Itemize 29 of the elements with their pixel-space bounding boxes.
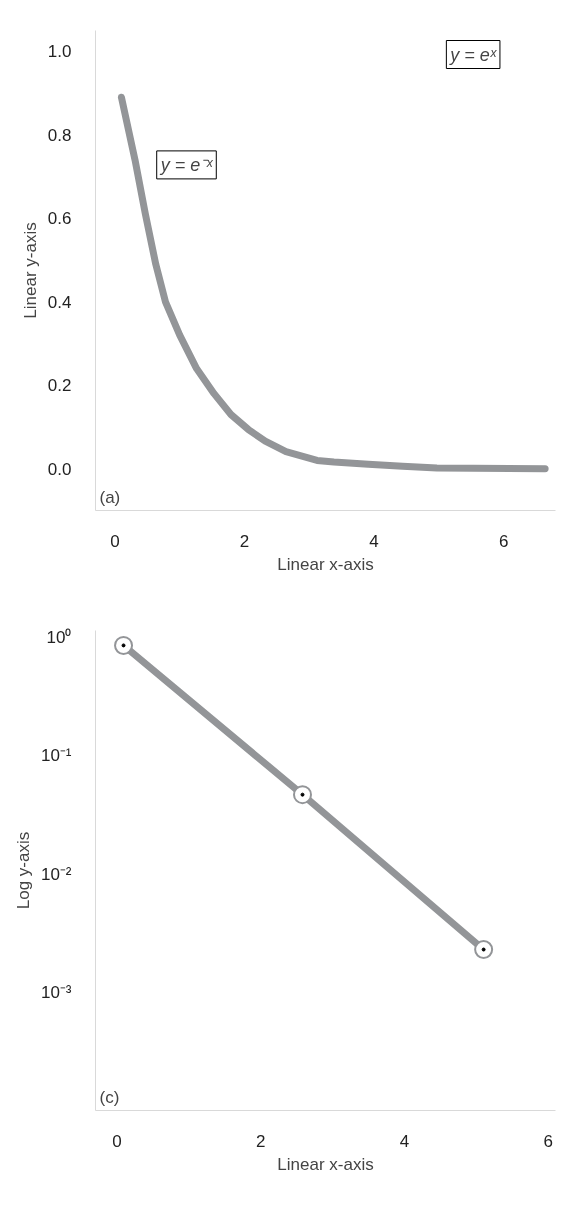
x-tick-label: 0 [112, 1131, 122, 1151]
x-tick-label: 2 [256, 1131, 266, 1151]
y-axis-title: Log y-axis [13, 831, 33, 910]
annotation: (c) [99, 1087, 120, 1107]
y-tick-label: 10⁻² [40, 864, 72, 884]
x-tick-label: 4 [369, 531, 379, 551]
annotation: y = e⁻ˣ [158, 154, 214, 175]
x-tick-label: 4 [399, 1131, 410, 1151]
y-tick-label: 10⁻¹ [40, 746, 72, 766]
x-tick-label: 2 [239, 531, 250, 551]
y-tick-label: 1.0 [47, 42, 72, 62]
x-axis-title: Linear x-axis [277, 1154, 374, 1174]
annotation: (a) [99, 487, 121, 507]
y-tick-label: 10⁰ [46, 628, 72, 648]
point [474, 940, 494, 960]
x-tick-label: 0 [110, 531, 120, 551]
x-axis-title: Linear x-axis [277, 554, 374, 574]
x-tick-label: 6 [543, 1131, 554, 1151]
point [114, 635, 134, 655]
annotation: y = eˣ [448, 44, 497, 65]
y-tick-label: 0.8 [47, 125, 72, 145]
y-tick-label: 0.6 [47, 209, 72, 229]
y-tick-label: 0.4 [47, 292, 72, 312]
y-tick-label: 10⁻³ [40, 982, 72, 1002]
y-tick-label: 0.2 [47, 376, 72, 396]
y-axis-title: Linear y-axis [20, 222, 40, 319]
y-tick-label: 0.0 [47, 459, 72, 479]
point [293, 785, 312, 805]
x-tick-label: 6 [498, 531, 509, 551]
